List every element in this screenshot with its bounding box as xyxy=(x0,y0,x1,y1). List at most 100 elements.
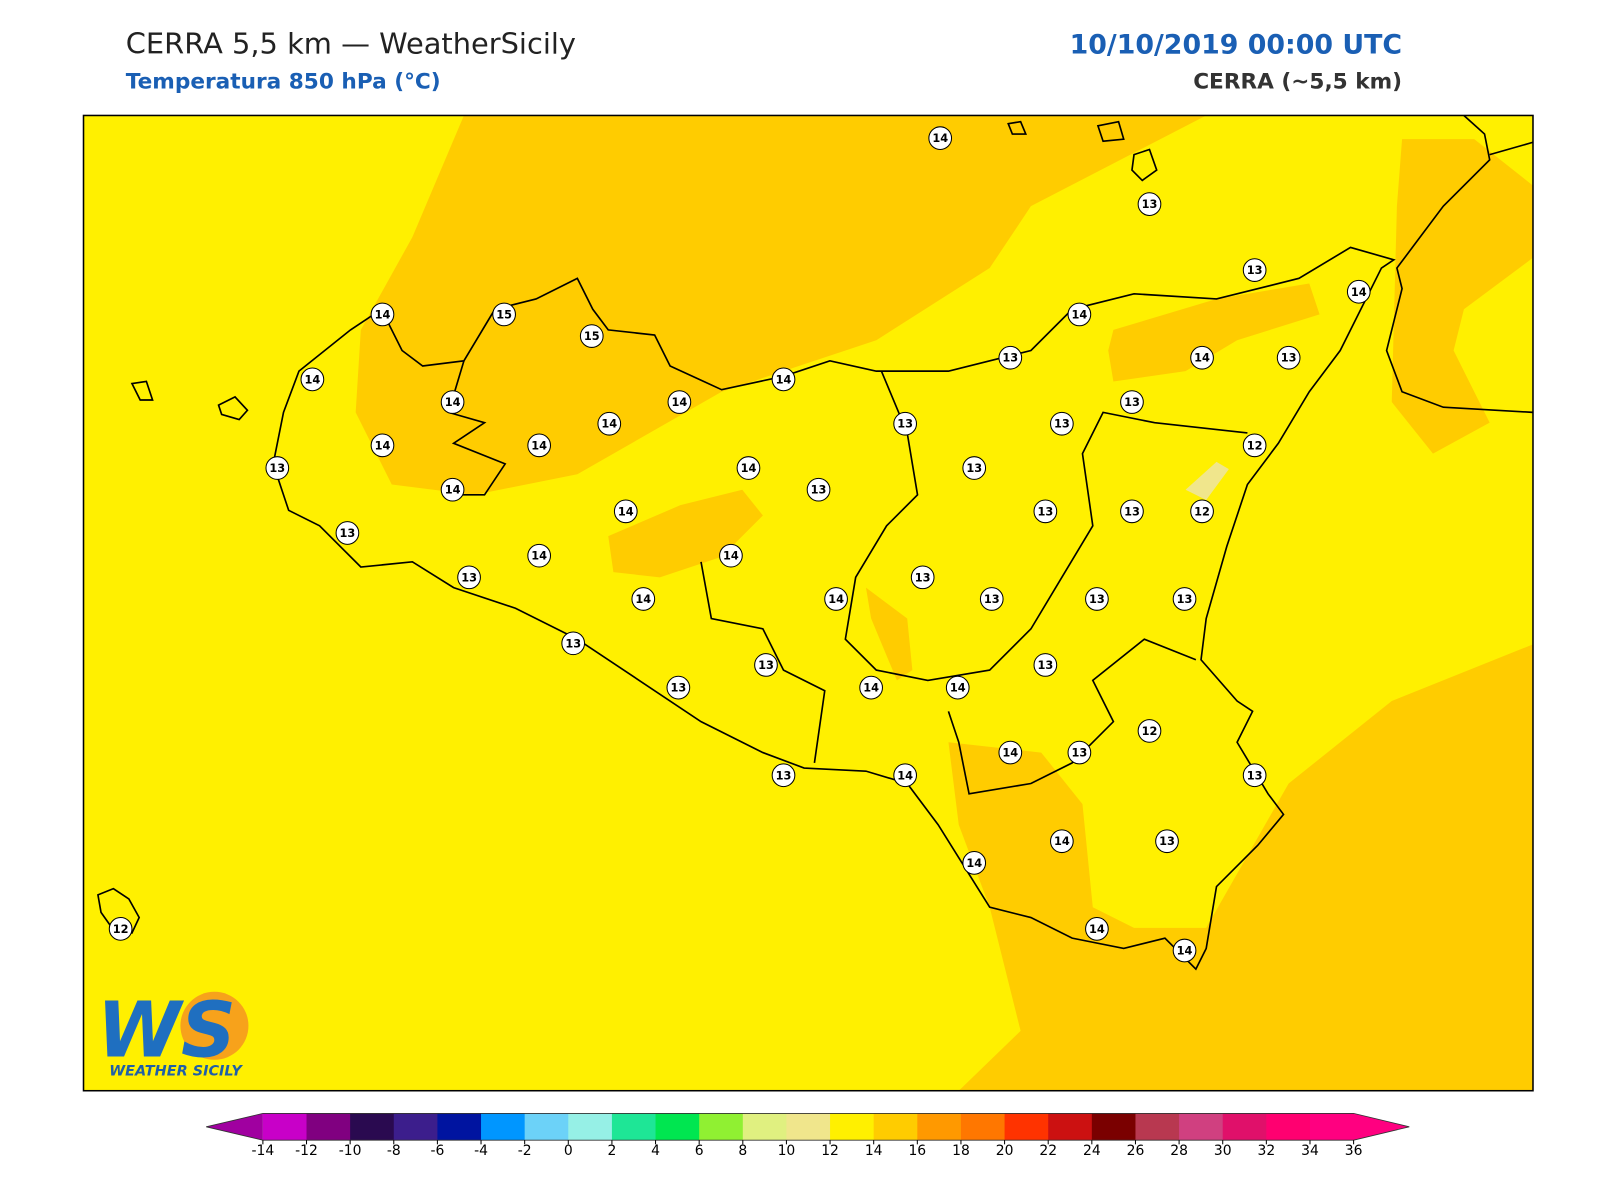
station-value: 13 xyxy=(670,681,686,695)
station-value: 13 xyxy=(1089,592,1105,606)
station-marker xyxy=(579,324,604,348)
station-marker xyxy=(945,675,970,700)
station: 14 xyxy=(893,763,918,788)
station-value: 15 xyxy=(496,307,512,321)
station-marker xyxy=(1085,587,1109,611)
station-value: 14 xyxy=(1071,307,1087,321)
station-marker xyxy=(527,543,552,568)
station: 14 xyxy=(631,587,656,611)
colorbar-tick-label: 34 xyxy=(1301,1143,1319,1159)
station: 15 xyxy=(492,302,516,327)
colorbar-tick-label: -12 xyxy=(295,1143,318,1159)
colorbar-tick-label: 24 xyxy=(1083,1143,1101,1159)
station: 13 xyxy=(1155,829,1179,854)
station-value: 13 xyxy=(811,483,827,497)
station-marker xyxy=(719,543,743,568)
station-marker xyxy=(962,456,987,480)
station-value: 14 xyxy=(375,307,391,321)
station-value: 13 xyxy=(1124,504,1140,518)
colorbar-swatch xyxy=(1309,1113,1355,1141)
colorbar-tick-label: 12 xyxy=(821,1143,839,1159)
station-value: 14 xyxy=(445,483,461,497)
station: 13 xyxy=(1033,499,1058,524)
station: 13 xyxy=(910,565,935,590)
station-value: 13 xyxy=(984,592,1000,606)
colorbar-tick-label: 8 xyxy=(738,1143,747,1159)
colorbar-swatch xyxy=(1135,1113,1180,1141)
colorbar-swatch xyxy=(481,1113,526,1141)
station: 13 xyxy=(1050,411,1074,436)
station-marker xyxy=(561,631,586,656)
colorbar-tick-label: 36 xyxy=(1345,1143,1363,1159)
colorbar-over xyxy=(1353,1113,1410,1141)
station: 14 xyxy=(527,543,552,568)
station-marker xyxy=(1172,587,1197,611)
station: 13 xyxy=(1242,258,1267,282)
station: 12 xyxy=(1190,499,1214,524)
station-value: 14 xyxy=(304,372,320,386)
station: 13 xyxy=(962,456,987,480)
colorbar-tick-label: -10 xyxy=(339,1143,362,1159)
station-value: 14 xyxy=(1089,922,1105,936)
station-marker xyxy=(859,675,883,700)
station-value: 14 xyxy=(1351,285,1367,299)
station: 13 xyxy=(1067,740,1092,765)
station-value: 13 xyxy=(1037,504,1053,518)
logo-name: WEATHER SICILY xyxy=(109,1063,243,1079)
colorbar-tick-label: 14 xyxy=(865,1143,883,1159)
border xyxy=(947,638,1197,795)
colorbar-tick-label: 16 xyxy=(908,1143,926,1159)
area xyxy=(608,489,763,578)
station-marker xyxy=(1067,302,1092,327)
colorbar-swatch xyxy=(917,1113,962,1141)
station: 14 xyxy=(370,433,395,458)
station: 13 xyxy=(335,521,360,545)
station-marker xyxy=(824,587,848,611)
station-marker xyxy=(1190,345,1214,370)
station-value: 14 xyxy=(671,395,687,409)
colorbar-swatch xyxy=(1266,1113,1311,1141)
station: 14 xyxy=(527,433,552,458)
colorbar-swatch xyxy=(699,1113,744,1141)
colorbar-tick-label: 28 xyxy=(1170,1143,1188,1159)
colorbar-tick-label: 6 xyxy=(695,1143,704,1159)
colorbar: -14 -12 -10 -8 -6 -4 -2 0 2 4 6 8 10 12 14 16 18 20 22 24 26… xyxy=(206,1112,1410,1159)
colorbar-tick-label: 18 xyxy=(952,1143,970,1159)
border xyxy=(844,370,1248,682)
station: 13 xyxy=(1276,345,1301,370)
stations: 14 13 13 14 14 15 15 14 13 14 13 14 14 14 14 14 13 13 13 14… xyxy=(108,126,1371,963)
station-value: 14 xyxy=(1002,746,1018,760)
station-value: 14 xyxy=(966,856,982,870)
island xyxy=(1131,148,1158,182)
station: 13 xyxy=(771,763,796,788)
station-marker xyxy=(1242,763,1267,788)
station-marker xyxy=(910,565,935,590)
colorbar-tick-label: 0 xyxy=(564,1143,573,1159)
logo-mark: WS xyxy=(97,986,236,1075)
colorbar-swatch xyxy=(873,1113,918,1141)
station: 12 xyxy=(108,917,133,941)
colorbar-swatch xyxy=(1004,1113,1049,1141)
colorbar-tick-label: -14 xyxy=(252,1143,275,1159)
station-marker xyxy=(108,917,133,941)
station-value: 13 xyxy=(340,526,356,540)
station-value: 13 xyxy=(758,658,774,672)
station: 13 xyxy=(1242,763,1267,788)
station-marker xyxy=(1242,433,1267,458)
station-marker xyxy=(492,302,516,327)
colorbar-tick-label: -4 xyxy=(474,1143,488,1159)
station-marker xyxy=(613,499,638,524)
colorbar-swatch xyxy=(655,1113,700,1141)
station: 13 xyxy=(979,587,1004,611)
colorbar-tick-label: -6 xyxy=(430,1143,444,1159)
station-value: 14 xyxy=(776,372,792,386)
station: 12 xyxy=(1242,433,1267,458)
station-marker xyxy=(962,851,987,875)
station: 13 xyxy=(754,653,778,677)
station: 14 xyxy=(370,302,395,327)
station-marker xyxy=(457,565,481,590)
area xyxy=(355,115,1207,495)
station-value: 14 xyxy=(1194,351,1210,365)
